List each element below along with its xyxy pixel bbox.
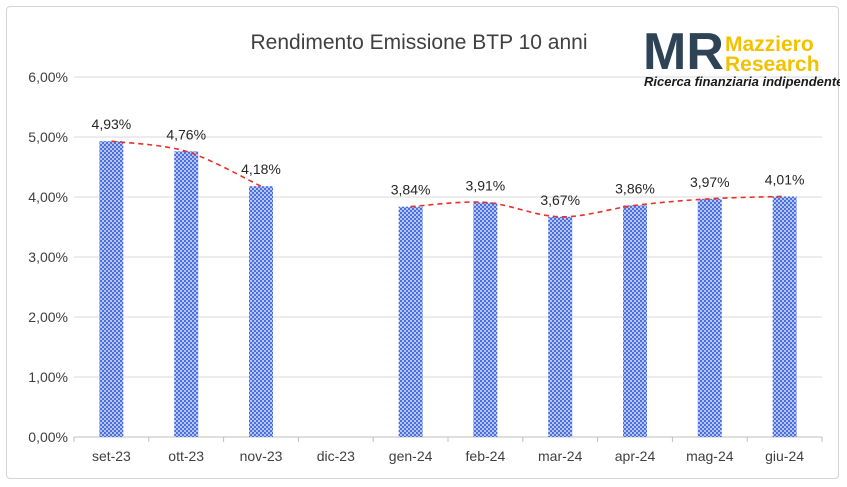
data-label: 4,18% — [241, 161, 281, 177]
x-tick-label: nov-23 — [240, 448, 283, 464]
data-label: 3,97% — [690, 174, 730, 190]
x-tick-label: apr-24 — [615, 448, 656, 464]
y-tick-label: 0,00% — [28, 429, 68, 445]
bar — [697, 198, 722, 437]
y-tick-label: 6,00% — [28, 69, 68, 85]
data-label: 4,01% — [765, 171, 805, 187]
trend-line — [111, 140, 785, 218]
data-labels: 4,93% 4,76% 4,18% 3,84% 3,91% 3,67% 3,86% 3,97%… — [92, 116, 805, 208]
chart: Rendimento Emissione BTP 10 anni 0,00% 1,… — [28, 23, 840, 464]
bar — [249, 186, 273, 437]
x-tick-label: gen-24 — [389, 448, 433, 464]
data-label: 4,76% — [166, 126, 206, 142]
x-tick-label: mar-24 — [538, 448, 583, 464]
x-axis-tick-labels: set-23 ott-23 nov-23 dic-23 gen-24 feb-24 mar-… — [92, 448, 804, 464]
logo-letters: MR — [643, 23, 724, 81]
x-tick-label: giu-24 — [765, 448, 804, 464]
data-label: 3,86% — [615, 180, 655, 196]
y-tick-label: 3,00% — [28, 249, 68, 265]
logo-tagline: Ricerca finanziaria indipendente — [644, 74, 840, 89]
data-label: 4,93% — [92, 116, 132, 132]
bar — [623, 205, 647, 437]
chart-frame: Rendimento Emissione BTP 10 anni 0,00% 1,… — [6, 6, 840, 479]
y-tick-label: 2,00% — [28, 309, 68, 325]
data-label: 3,84% — [391, 182, 431, 198]
bar — [398, 206, 423, 437]
y-tick-label: 4,00% — [28, 189, 68, 205]
mazziero-research-logo: MR Mazziero Research Ricerca finanziaria… — [643, 23, 840, 89]
x-tick-label: mag-24 — [686, 448, 734, 464]
y-tick-label: 5,00% — [28, 129, 68, 145]
logo-brand-line2: Research — [725, 53, 820, 76]
logo-brand-line1: Mazziero — [725, 33, 814, 56]
x-tick-label: set-23 — [92, 448, 131, 464]
bar — [548, 216, 573, 437]
bars — [99, 141, 797, 437]
data-label: 3,91% — [466, 177, 506, 193]
gridlines — [73, 76, 823, 442]
y-axis-tick-labels: 0,00% 1,00% 2,00% 3,00% 4,00% 5,00% 6,00% — [28, 69, 68, 445]
data-label: 3,67% — [540, 192, 580, 208]
bar — [174, 151, 199, 437]
x-tick-label: ott-23 — [168, 448, 204, 464]
x-tick-label: feb-24 — [466, 448, 506, 464]
bar — [772, 196, 797, 437]
bar — [473, 202, 498, 437]
chart-title: Rendimento Emissione BTP 10 anni — [251, 31, 588, 54]
x-tick-label: dic-23 — [317, 448, 355, 464]
bar — [99, 141, 124, 437]
y-tick-label: 1,00% — [28, 369, 68, 385]
